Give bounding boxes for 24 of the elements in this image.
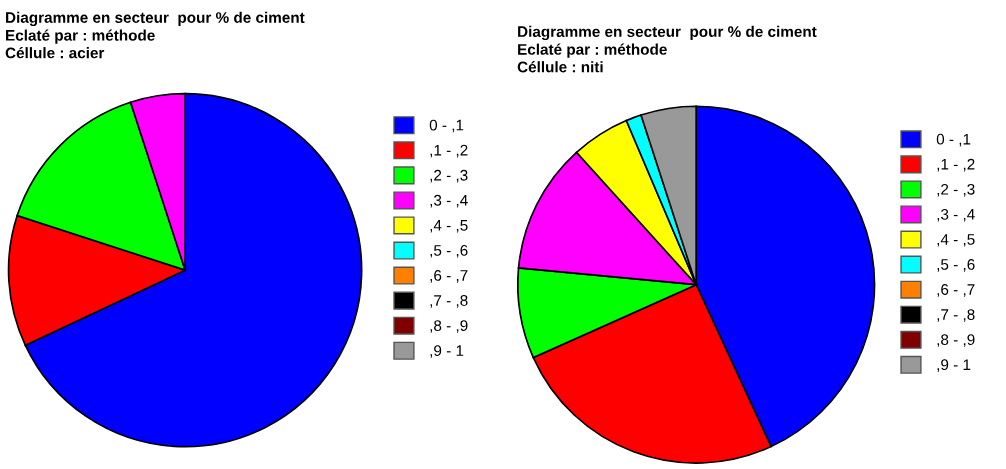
- legend-label: 0 - ,1: [429, 119, 464, 133]
- legend-label: ,6 - ,7: [430, 270, 468, 283]
- chart-subtitle: Eclaté par : méthode Céllule : niti: [517, 43, 667, 73]
- legend-label: ,4 - ,5: [430, 220, 468, 233]
- legend-label: 0 - ,1: [936, 133, 971, 147]
- chart-title: Diagramme en secteur pour % de ciment: [6, 11, 305, 27]
- legend-label: ,5 - ,6: [937, 259, 975, 272]
- legend-label: ,8 - ,9: [937, 334, 975, 347]
- legend-label: ,8 - ,9: [430, 320, 468, 333]
- chart-subtitle: Eclaté par : méthode Céllule : acier: [5, 29, 155, 59]
- legend-label: ,9 - 1: [430, 345, 464, 358]
- legend-label: ,2 - ,3: [937, 183, 975, 197]
- legend-label: ,7 - ,8: [937, 309, 975, 322]
- legend-label: ,9 - 1: [937, 359, 971, 372]
- legend-label: ,2 - ,3: [430, 169, 468, 183]
- legend-label: ,7 - ,8: [430, 295, 468, 308]
- legend-label: ,3 - ,4: [937, 208, 975, 222]
- legend-label: ,3 - ,4: [430, 194, 468, 208]
- legend-label: ,1 - ,2: [937, 158, 975, 172]
- chart-title: Diagramme en secteur pour % de ciment: [518, 25, 817, 41]
- legend-label: ,1 - ,2: [430, 144, 468, 158]
- legend-label: ,4 - ,5: [937, 234, 975, 247]
- legend-label: ,6 - ,7: [937, 284, 975, 297]
- legend-label: ,5 - ,6: [430, 244, 468, 258]
